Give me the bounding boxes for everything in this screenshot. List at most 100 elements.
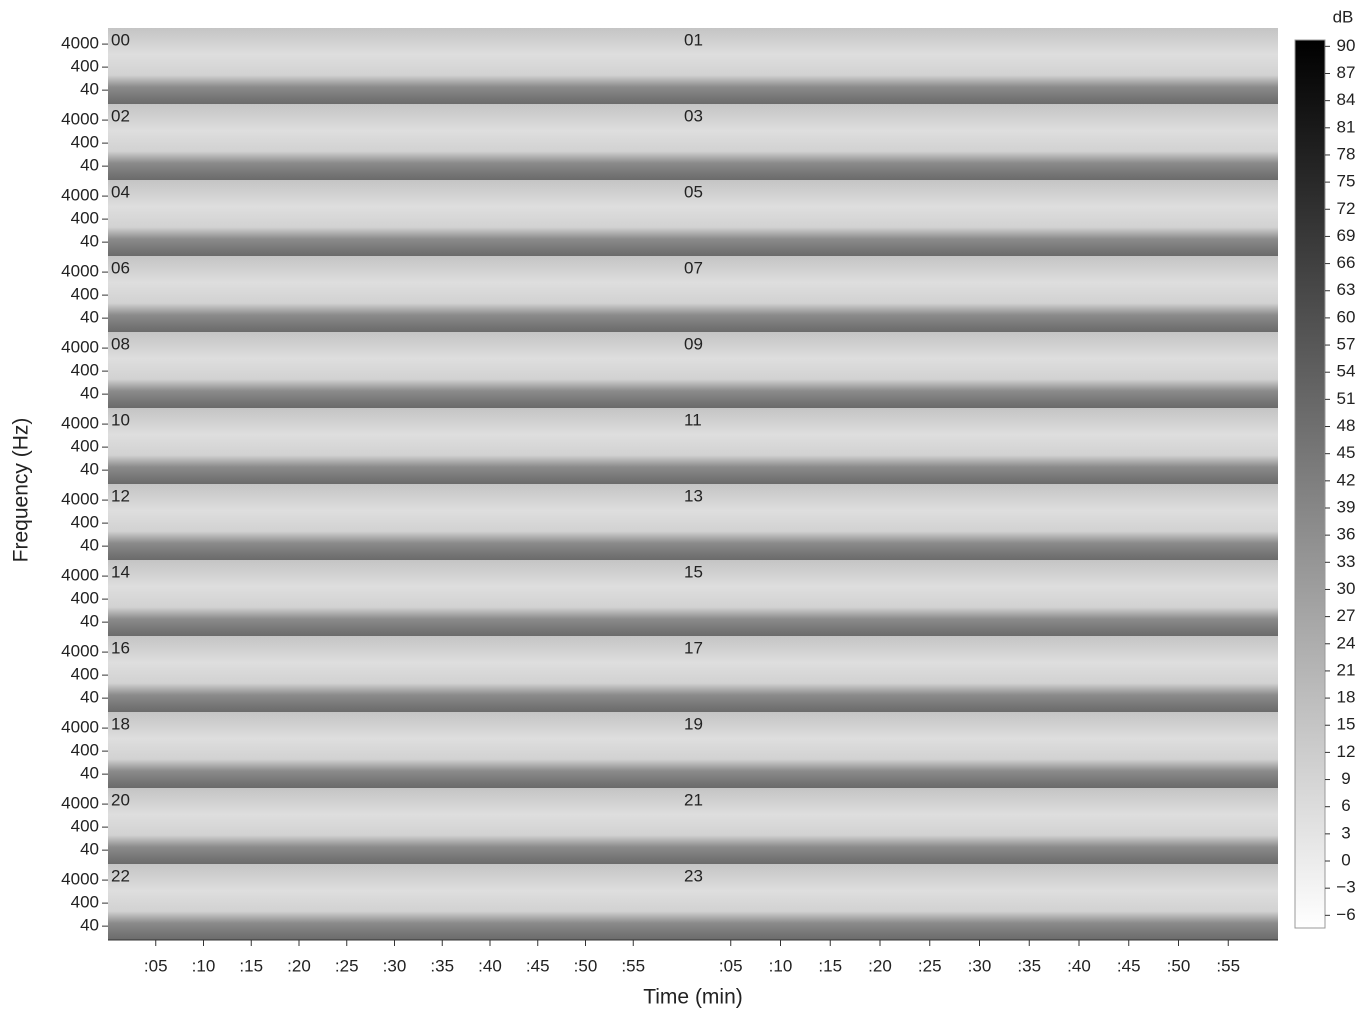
colorbar-tick-label: 48 [1337,416,1356,435]
panel-label: 17 [684,638,703,657]
x-tick-label: :30 [383,956,407,975]
spectrogram-panel [108,332,681,408]
spectrogram-panel [108,180,681,256]
x-tick-label: :20 [287,956,311,975]
y-tick-label: 400 [71,817,99,836]
y-tick-label: 4000 [61,338,99,357]
panel-label: 03 [684,106,703,125]
panel-label: 20 [111,790,130,809]
panel-label: 04 [111,182,130,201]
panel-label: 14 [111,562,130,581]
x-tick-label: :10 [769,956,793,975]
spectrogram-panel [681,28,1278,104]
colorbar-tick-label: 42 [1337,470,1356,489]
panel-label: 05 [684,182,703,201]
panel-label: 11 [684,410,702,429]
x-tick-label: :25 [918,956,942,975]
x-tick-label: :20 [868,956,892,975]
y-tick-label: 400 [71,437,99,456]
colorbar-tick-label: 54 [1337,362,1356,381]
x-tick-label: :35 [1017,956,1041,975]
x-tick-label: :55 [621,956,645,975]
colorbar-tick-label: 78 [1337,144,1356,163]
colorbar-tick-label: 81 [1337,117,1356,136]
colorbar-tick-label: 12 [1337,742,1356,761]
colorbar-tick-label: 84 [1337,90,1356,109]
colorbar-tick-label: 24 [1337,633,1356,652]
x-tick-label: :50 [574,956,598,975]
x-tick-label: :45 [1117,956,1141,975]
colorbar-tick-label: 9 [1341,769,1350,788]
y-tick-label: 40 [80,460,99,479]
spectrogram-panel [681,332,1278,408]
colorbar-title: dB [1333,7,1354,26]
spectrogram-panel [108,788,681,864]
colorbar-tick-label: 51 [1337,389,1356,408]
colorbar-tick-label: 15 [1337,715,1356,734]
y-tick-label: 400 [71,513,99,532]
spectrogram-panel [681,560,1278,636]
panel-label: 18 [111,714,130,733]
x-tick-label: :50 [1167,956,1191,975]
colorbar-tick-label: −3 [1336,878,1355,897]
spectrogram-panel [681,712,1278,788]
y-tick-label: 4000 [61,566,99,585]
y-tick-label: 4000 [61,642,99,661]
panel-label: 15 [684,562,703,581]
y-tick-label: 4000 [61,414,99,433]
panel-label: 00 [111,30,130,49]
x-tick-label: :40 [478,956,502,975]
x-tick-label: :05 [144,956,168,975]
panel-label: 02 [111,106,130,125]
spectrogram-panel [681,104,1278,180]
x-tick-label: :05 [719,956,743,975]
spectrogram-panel [108,104,681,180]
colorbar-tick-label: 45 [1337,443,1356,462]
x-tick-label: :10 [192,956,216,975]
colorbar-tick-label: 27 [1337,606,1356,625]
x-tick-label: :15 [239,956,263,975]
x-tick-label: :15 [818,956,842,975]
y-tick-label: 40 [80,80,99,99]
colorbar-tick-label: 3 [1341,823,1350,842]
y-tick-label: 40 [80,308,99,327]
y-tick-label: 400 [71,57,99,76]
x-tick-label: :45 [526,956,550,975]
colorbar-tick-label: 60 [1337,307,1356,326]
y-tick-label: 400 [71,209,99,228]
spectrogram-panel [108,712,681,788]
colorbar-tick-label: 72 [1337,199,1356,218]
spectrogram-panel [681,180,1278,256]
panel-label: 01 [684,30,703,49]
colorbar-tick-label: 18 [1337,688,1356,707]
y-tick-label: 400 [71,285,99,304]
colorbar-tick-label: 66 [1337,253,1356,272]
y-tick-label: 400 [71,741,99,760]
y-tick-label: 400 [71,361,99,380]
panel-label: 13 [684,486,703,505]
y-tick-label: 400 [71,893,99,912]
colorbar-tick-label: 6 [1341,796,1350,815]
panel-label: 09 [684,334,703,353]
panel-label: 08 [111,334,130,353]
y-tick-label: 40 [80,840,99,859]
colorbar [1294,39,1326,929]
spectrogram-panel [681,256,1278,332]
y-axis-title: Frequency (Hz) [10,418,33,563]
x-tick-label: :35 [430,956,454,975]
colorbar-tick-label: −6 [1336,905,1355,924]
y-tick-label: 4000 [61,186,99,205]
panel-label: 07 [684,258,703,277]
colorbar-tick-label: 57 [1337,335,1356,354]
colorbar-tick-label: 33 [1337,552,1356,571]
spectrogram-panel [108,28,681,104]
spectrogram-panel [681,484,1278,560]
y-tick-label: 4000 [61,718,99,737]
panel-label: 19 [684,714,703,733]
panel-label: 10 [111,410,130,429]
y-tick-label: 4000 [61,34,99,53]
x-tick-label: :30 [968,956,992,975]
colorbar-tick-label: 30 [1337,579,1356,598]
colorbar-tick-label: 0 [1341,850,1350,869]
